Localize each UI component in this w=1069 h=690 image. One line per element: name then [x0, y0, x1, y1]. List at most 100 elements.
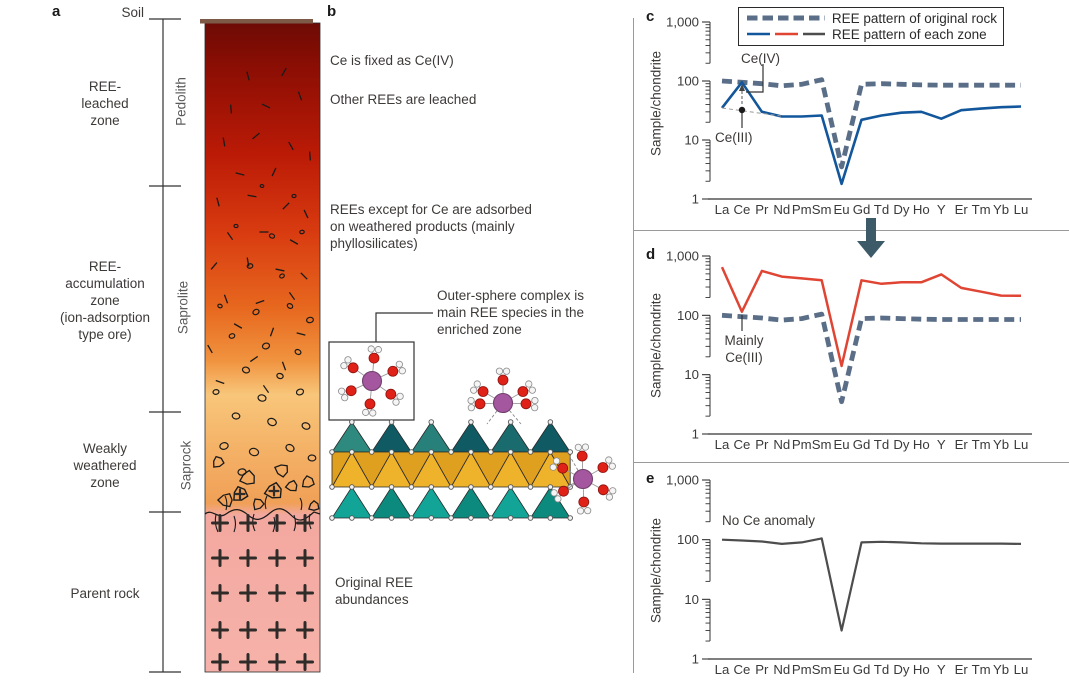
hydrogen-atom — [467, 404, 475, 412]
x-tick-label: Y — [937, 202, 946, 217]
lattice-atom — [388, 419, 395, 425]
lattice-atom — [527, 449, 534, 455]
legend-label-each-zone: REE pattern of each zone — [832, 26, 987, 42]
hydrogen-atom — [502, 367, 511, 375]
x-tick-label: Lu — [1014, 202, 1029, 217]
x-tick-label: Sm — [812, 437, 832, 452]
x-tick-label: Tm — [972, 437, 991, 452]
legend-label-original-rock: REE pattern of original rock — [831, 10, 997, 26]
mineral-dash — [297, 91, 303, 101]
mineral-dash — [233, 323, 243, 329]
rock-fragment — [308, 499, 320, 511]
mineral-dash — [281, 361, 287, 371]
hydrogen-atom — [341, 394, 349, 402]
annotation-mainly-ce-iii: Mainly Ce(III) — [724, 333, 764, 365]
series-leached-zone — [720, 81, 1022, 186]
mineral-dash — [275, 268, 285, 272]
x-tick-label: Nd — [773, 437, 790, 452]
hydrogen-atom — [473, 380, 481, 388]
boundary-crack — [272, 516, 276, 533]
clast-circle — [276, 372, 284, 380]
annotation-no-ce-anomaly: No Ce anomaly — [722, 513, 816, 528]
tetrahedral-sheet-bottom — [450, 486, 492, 519]
x-tick-label: Yb — [993, 202, 1009, 217]
x-tick-label: La — [715, 662, 730, 677]
hydrogen-atom — [584, 507, 592, 515]
clast-circle — [301, 422, 311, 430]
oxygen-atom — [477, 386, 489, 397]
mineral-dash — [261, 103, 271, 109]
lattice-atom — [547, 419, 554, 425]
x-tick-label: Nd — [773, 662, 790, 677]
x-tick-label: Er — [955, 202, 969, 217]
clast-circle — [299, 229, 305, 235]
x-tick-label: Sm — [812, 662, 832, 677]
y-tick-label: 100 — [677, 74, 699, 89]
oxygen-atom — [385, 388, 397, 400]
y-tick-label: 1 — [692, 427, 699, 442]
mineral-dash — [308, 151, 312, 161]
lithology-label-saprock: Saprock — [178, 440, 194, 491]
panel-e-label: e — [646, 470, 655, 487]
hydrogen-atom — [467, 396, 475, 405]
mineral-dash — [223, 294, 229, 304]
mineral-dash — [281, 67, 287, 77]
callout-outer-sphere: Outer-sphere complex is main REE species… — [437, 288, 585, 337]
lattice-atom — [368, 515, 375, 521]
series-original-rock — [721, 311, 1021, 405]
mineral-dash — [282, 202, 290, 210]
lattice-atom — [507, 484, 514, 490]
chart-leached-zone: 1,000 100 10 1 La Ce Pr Nd Pm Sm Eu Gd Td Dy Ho Y Er Tm Yb… — [666, 15, 1032, 217]
mineral-dash — [215, 379, 225, 385]
x-tick-label: Eu — [834, 202, 850, 217]
lithology-label-pedolith: Pedolith — [173, 77, 189, 126]
ce-oxidation-arrow-head — [739, 84, 745, 91]
x-tick-label: Sm — [812, 202, 832, 217]
mineral-dash — [269, 327, 275, 337]
oxygen-atom — [474, 398, 486, 410]
y-tick-label: 100 — [677, 308, 699, 323]
zone-label-weakly-weathered: Weakly weathered zone — [73, 441, 137, 490]
chart-legend: REE pattern of original rock REE pattern… — [738, 7, 1004, 46]
clast-circle — [268, 233, 276, 239]
clast-circle — [257, 394, 267, 402]
legend-row-each-zone: REE pattern of each zone — [745, 26, 997, 42]
clast-circle — [267, 417, 277, 427]
annotation-ce-iv: Ce(IV) — [741, 51, 781, 66]
x-tick-label: Eu — [834, 662, 850, 677]
lattice-atom — [349, 449, 355, 455]
lattice-atom — [329, 515, 335, 521]
panel-c-label: c — [646, 8, 655, 25]
hydrogen-atom — [525, 380, 533, 388]
mineral-dash — [255, 299, 265, 305]
x-tick-label: Pm — [792, 662, 812, 677]
mineral-dash — [262, 384, 270, 394]
x-tick-label: Gd — [853, 202, 871, 217]
lattice-atom — [488, 515, 494, 521]
x-tick-label: Ho — [913, 662, 930, 677]
panel-d-label: d — [646, 246, 656, 263]
mineral-dash — [303, 209, 309, 219]
note-rees-adsorbed: REEs except for Ce are adsorbed on weath… — [330, 202, 532, 251]
lattice-atom — [428, 419, 434, 425]
hydrogen-atom — [576, 507, 585, 515]
mineral-dash — [207, 344, 213, 354]
y-tick-label: 1 — [692, 652, 699, 667]
hydrogen-atom — [338, 387, 346, 395]
hydrogen-atom — [362, 408, 370, 416]
x-tick-label: Td — [874, 437, 889, 452]
tetrahedral-sheet-top — [331, 421, 373, 453]
tetrahedral-sheet-bottom — [490, 486, 532, 519]
chart-accumulation-zone: 1,000 100 10 1 La Ce Pr Nd Pm Sm Eu Gd Td Dy Ho Y Er Tm Yb… — [666, 249, 1032, 452]
tetrahedral-sheet-top — [450, 421, 492, 453]
note-ce-fixed: Ce is fixed as Ce(IV) — [330, 53, 454, 68]
hydrogen-atom — [574, 443, 582, 451]
annotation-ce-iii: Ce(III) — [715, 130, 753, 145]
clast-circle — [307, 454, 317, 462]
hydrogen-atom — [531, 404, 539, 412]
corestone — [233, 485, 249, 501]
hydrogen-atom — [552, 457, 561, 465]
x-tick-label: Pr — [755, 662, 769, 677]
mineral-dash — [210, 262, 218, 270]
lattice-atom — [567, 449, 573, 455]
